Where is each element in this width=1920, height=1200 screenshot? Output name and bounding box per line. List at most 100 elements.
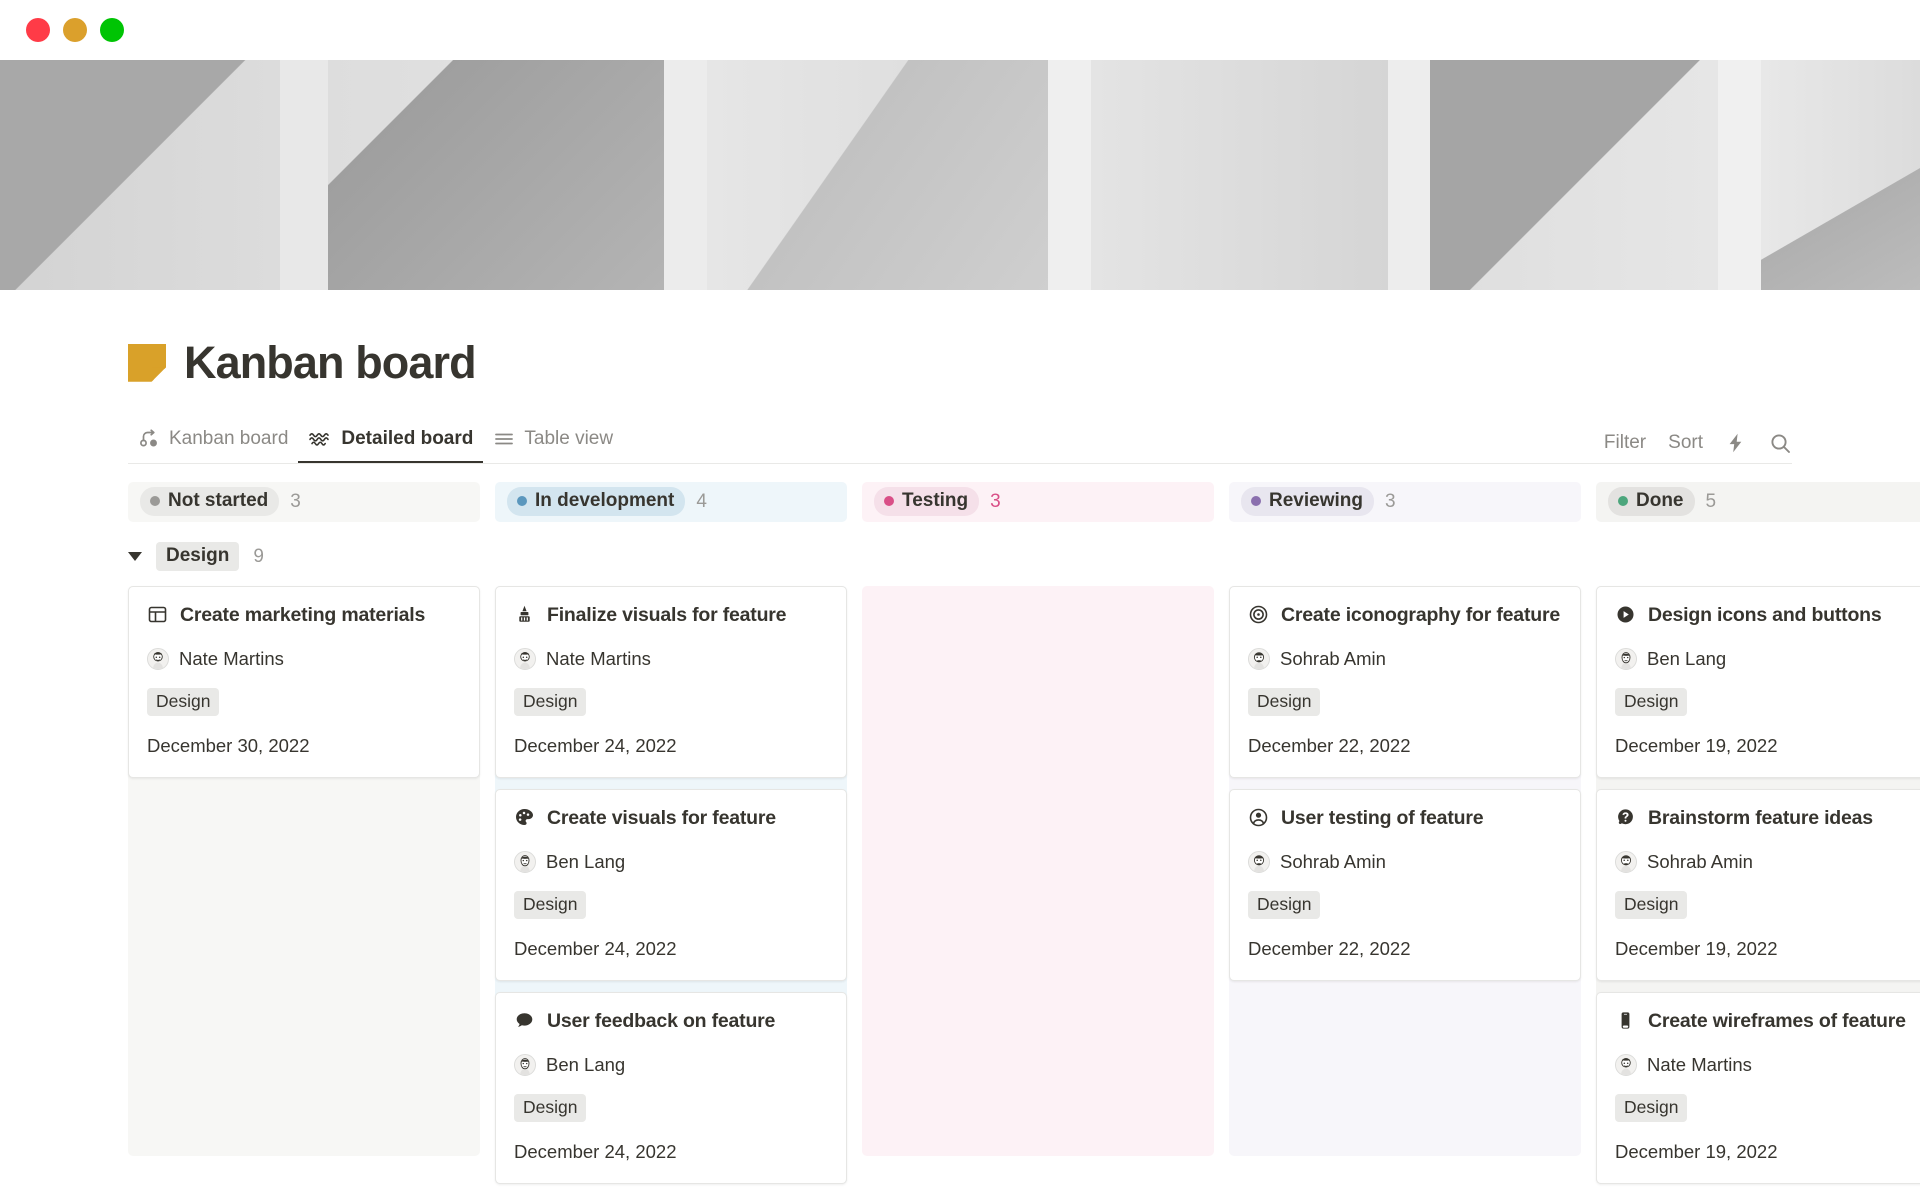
column-header-done[interactable]: Done 5 bbox=[1596, 481, 1920, 522]
page-content: Kanban board Kanban board bbox=[0, 290, 1920, 1200]
assignee-name: Nate Martins bbox=[179, 647, 284, 669]
card-title: User feedback on feature bbox=[547, 1009, 776, 1032]
card-assignee: Ben Lang bbox=[514, 850, 828, 873]
tab-label: Table view bbox=[524, 428, 614, 449]
card-title: Create visuals for feature bbox=[547, 806, 776, 829]
card-tag: Design bbox=[514, 687, 587, 716]
status-badge: Not started bbox=[140, 487, 280, 516]
column-count: 5 bbox=[1705, 490, 1717, 512]
card[interactable]: Design icons and buttons bbox=[1596, 585, 1920, 778]
paintbrush-icon bbox=[514, 604, 536, 626]
card[interactable]: Create visuals for feature bbox=[495, 788, 847, 981]
cover-panel bbox=[1048, 60, 1091, 290]
maximize-window-button[interactable] bbox=[100, 18, 124, 42]
assignee-name: Nate Martins bbox=[1647, 1053, 1752, 1075]
avatar bbox=[514, 850, 536, 873]
board-toolbar: Filter Sort bbox=[1604, 432, 1792, 463]
cover-panel bbox=[664, 60, 707, 290]
column-header-reviewing[interactable]: Reviewing 3 bbox=[1229, 481, 1581, 522]
view-tabs: Kanban board Detailed board bbox=[128, 418, 623, 463]
search-icon[interactable] bbox=[1769, 432, 1792, 455]
cover-panel bbox=[328, 60, 665, 290]
column-testing bbox=[862, 585, 1214, 1156]
avatar bbox=[147, 647, 169, 670]
column-header-not-started[interactable]: Not started 3 bbox=[128, 481, 480, 522]
minimize-window-button[interactable] bbox=[63, 18, 87, 42]
card-title: Design icons and buttons bbox=[1648, 603, 1882, 626]
status-label: Testing bbox=[902, 490, 969, 511]
column-header-testing[interactable]: Testing 3 bbox=[862, 481, 1214, 522]
flow-nodes-icon bbox=[138, 428, 160, 450]
collapse-group-caret-icon[interactable] bbox=[128, 552, 142, 561]
cover-wedge bbox=[0, 60, 281, 290]
card-assignee: Sohrab Amin bbox=[1248, 647, 1562, 670]
assignee-name: Sohrab Amin bbox=[1647, 850, 1753, 872]
play-circle-icon bbox=[1615, 604, 1637, 626]
card-title-row: Create iconography for feature bbox=[1248, 604, 1562, 627]
cover-wedge bbox=[706, 60, 1049, 290]
lightning-bolt-icon[interactable] bbox=[1725, 432, 1747, 454]
card-title: Create wireframes of feature bbox=[1648, 1009, 1906, 1032]
avatar bbox=[1615, 850, 1637, 873]
status-badge: In development bbox=[507, 487, 686, 516]
column-count: 4 bbox=[696, 490, 707, 512]
cover-wedge bbox=[328, 60, 665, 290]
mobile-phone-icon bbox=[1615, 1010, 1637, 1032]
status-dot-icon bbox=[884, 496, 894, 506]
group-header-design: Design 9 bbox=[128, 542, 1920, 572]
card-date: December 24, 2022 bbox=[514, 734, 677, 756]
column-header-in-development[interactable]: In development 4 bbox=[495, 481, 847, 522]
group-count: 9 bbox=[253, 545, 264, 567]
card-title-row: Brainstorm feature ideas bbox=[1615, 807, 1920, 830]
assignee-name: Ben Lang bbox=[546, 1053, 626, 1075]
tab-table-view[interactable]: Table view bbox=[483, 418, 623, 463]
card-title-row: User testing of feature bbox=[1248, 807, 1562, 830]
card[interactable]: Finalize visuals for feature bbox=[495, 585, 847, 778]
cover-panel bbox=[706, 60, 1049, 290]
cover-panel bbox=[1760, 60, 1920, 290]
card[interactable]: Create marketing materials bbox=[128, 585, 480, 778]
card[interactable]: Create wireframes of feature bbox=[1596, 991, 1920, 1184]
page-title: Kanban board bbox=[184, 337, 477, 388]
column-count: 3 bbox=[290, 490, 301, 512]
status-badge: Reviewing bbox=[1241, 487, 1374, 516]
card-assignee: Sohrab Amin bbox=[1615, 850, 1920, 873]
cover-panel bbox=[280, 60, 329, 290]
card[interactable]: Brainstorm feature ideas bbox=[1596, 788, 1920, 981]
card-title-row: Create wireframes of feature bbox=[1615, 1010, 1920, 1033]
group-columns-design: Create marketing materials bbox=[128, 585, 1920, 1184]
page-cover-image bbox=[0, 60, 1920, 290]
card[interactable]: User testing of feature bbox=[1229, 788, 1581, 981]
card-date: December 24, 2022 bbox=[514, 1140, 677, 1162]
card-tag: Design bbox=[1248, 890, 1321, 919]
card-title: Create iconography for feature bbox=[1281, 603, 1560, 626]
card-tag: Design bbox=[1615, 687, 1688, 716]
assignee-name: Sohrab Amin bbox=[1280, 647, 1386, 669]
card[interactable]: Create iconography for feature bbox=[1229, 585, 1581, 778]
cover-panel bbox=[1388, 60, 1431, 290]
list-lines-icon bbox=[493, 428, 515, 450]
status-dot-icon bbox=[517, 496, 527, 506]
cover-panel bbox=[1718, 60, 1761, 290]
status-dot-icon bbox=[1251, 496, 1261, 506]
cover-panel bbox=[1090, 60, 1389, 290]
card-assignee: Ben Lang bbox=[1615, 647, 1920, 670]
avatar bbox=[514, 647, 536, 670]
status-dot-icon bbox=[1618, 496, 1628, 506]
tab-kanban-board[interactable]: Kanban board bbox=[128, 418, 298, 463]
group-label[interactable]: Design bbox=[156, 542, 240, 571]
filter-button[interactable]: Filter bbox=[1603, 432, 1647, 453]
sort-button[interactable]: Sort bbox=[1668, 432, 1703, 453]
cover-panel bbox=[0, 60, 281, 290]
card[interactable]: User feedback on feature bbox=[495, 991, 847, 1184]
tab-label: Detailed board bbox=[341, 428, 474, 449]
tab-label: Kanban board bbox=[169, 428, 289, 449]
card-title-row: Create visuals for feature bbox=[514, 807, 828, 830]
cover-wedge bbox=[1430, 60, 1719, 290]
card-title: User testing of feature bbox=[1281, 806, 1484, 829]
avatar bbox=[1615, 647, 1637, 670]
tab-detailed-board[interactable]: Detailed board bbox=[298, 418, 484, 463]
card-assignee: Nate Martins bbox=[147, 647, 461, 670]
close-window-button[interactable] bbox=[26, 18, 50, 42]
status-label: Not started bbox=[168, 490, 269, 511]
